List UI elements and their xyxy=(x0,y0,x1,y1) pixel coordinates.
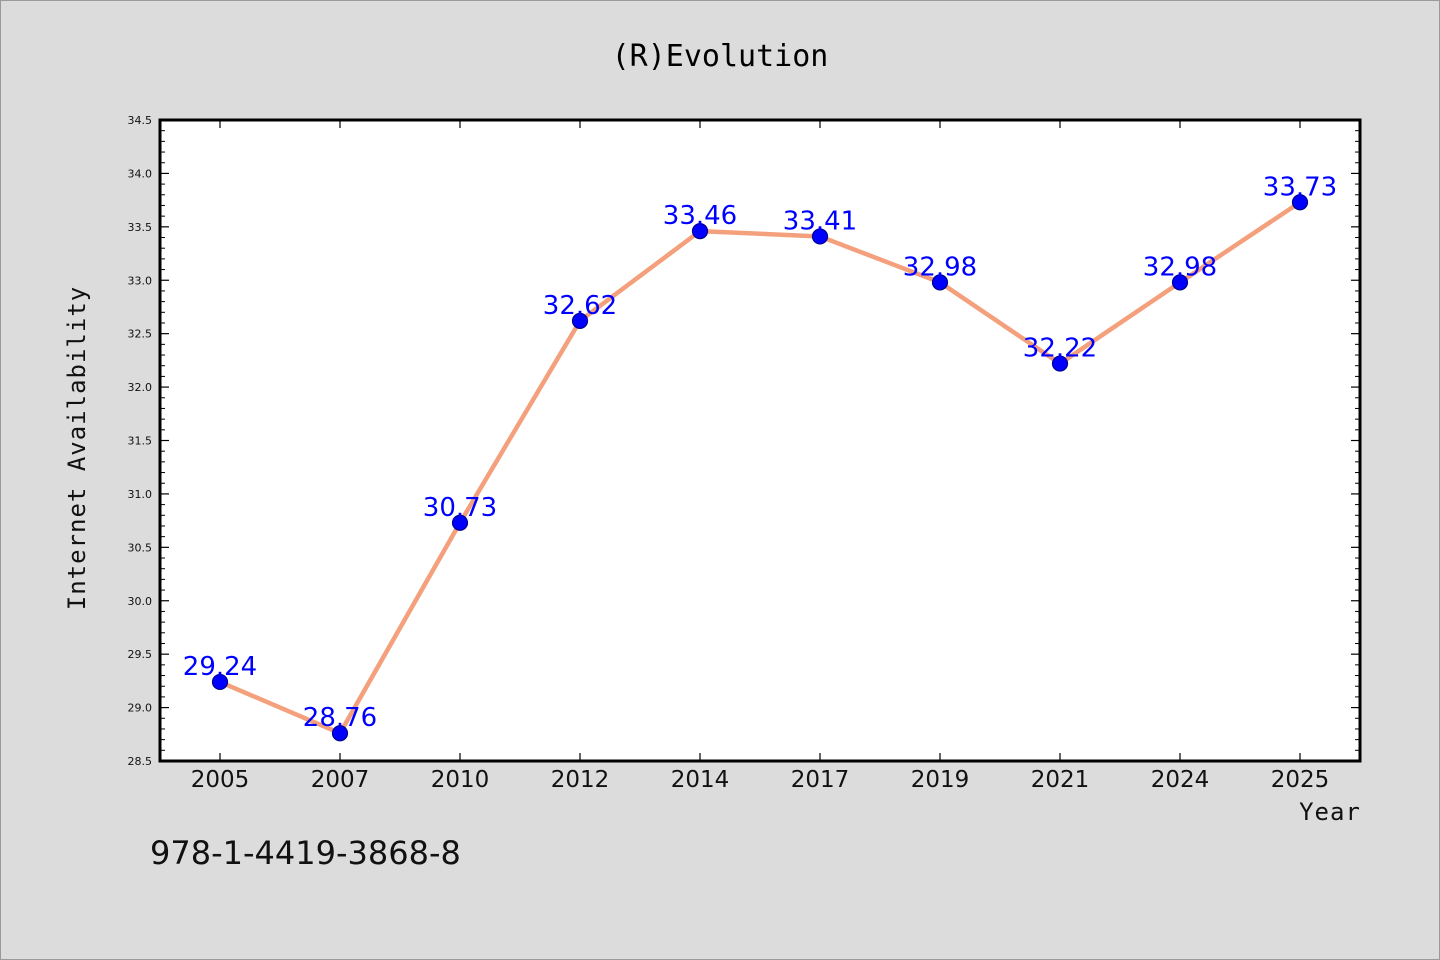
x-tick-label: 2005 xyxy=(191,767,250,793)
x-tick-label: 2007 xyxy=(311,767,370,793)
y-tick-label: 28.5 xyxy=(128,755,153,768)
x-tick-label: 2017 xyxy=(791,767,850,793)
y-axis-ticks: 28.5 29.0 29.5 30.0 30.5 31.0 31.5 32.0 32.5 33.0… xyxy=(128,114,1360,768)
series-line xyxy=(217,200,1303,736)
y-tick-label: 29.5 xyxy=(128,648,153,661)
data-point xyxy=(811,228,829,245)
y-axis-title: Internet Availability xyxy=(63,286,91,610)
x-tick-label: 2025 xyxy=(1271,767,1330,793)
data-label: 32.22 xyxy=(1023,334,1097,364)
y-tick-label: 33.5 xyxy=(128,221,153,234)
x-axis-title: Year xyxy=(1299,798,1361,826)
data-label: 29.24 xyxy=(183,652,257,682)
data-point xyxy=(331,725,349,742)
data-point xyxy=(931,274,949,291)
data-label: 32.98 xyxy=(1143,252,1217,282)
data-series xyxy=(211,194,1309,742)
data-point xyxy=(1171,274,1189,291)
data-label: 28.76 xyxy=(303,703,377,733)
x-tick-label: 2010 xyxy=(431,767,490,793)
data-label: 33.73 xyxy=(1263,172,1337,202)
chart-title: (R)Evolution xyxy=(612,39,829,74)
data-label: 32.62 xyxy=(543,291,617,321)
x-tick-label: 2014 xyxy=(671,767,730,793)
x-tick-label: 2019 xyxy=(911,767,970,793)
plot-area xyxy=(160,120,1360,761)
y-tick-label: 31.5 xyxy=(128,435,153,448)
data-point xyxy=(451,514,469,531)
y-tick-label: 32.5 xyxy=(128,328,153,341)
isbn-footer-text: 978-1-4419-3868-8 xyxy=(150,834,461,872)
data-label: 32.98 xyxy=(903,252,977,282)
data-point xyxy=(211,673,229,691)
y-tick-label: 31.0 xyxy=(128,488,153,501)
y-tick-label: 30.0 xyxy=(128,595,153,608)
y-tick-label: 34.5 xyxy=(128,114,153,127)
x-tick-label: 2021 xyxy=(1031,767,1090,793)
data-point xyxy=(571,312,589,329)
plot-frame xyxy=(158,118,1362,763)
x-tick-label: 2024 xyxy=(1151,767,1210,793)
data-label: 33.41 xyxy=(783,206,857,236)
x-tick-label: 2012 xyxy=(551,767,610,793)
data-point xyxy=(691,223,709,240)
data-label: 30.73 xyxy=(423,493,497,523)
y-tick-label: 34.0 xyxy=(128,167,153,180)
y-tick-label: 33.0 xyxy=(128,274,153,287)
data-labels: 29.24 28.76 30.73 32.62 33.46 33.41 32.98 32.22… xyxy=(183,172,1337,733)
data-point xyxy=(1291,194,1309,211)
x-axis-ticks: 2005 2007 2010 2012 2014 2017 2019 2021 2024 2025 xyxy=(191,120,1330,793)
y-tick-label: 29.0 xyxy=(128,702,153,715)
data-point xyxy=(1051,355,1069,372)
y-tick-label: 32.0 xyxy=(128,381,153,394)
y-tick-label: 30.5 xyxy=(128,541,153,554)
data-label: 33.46 xyxy=(663,201,737,231)
